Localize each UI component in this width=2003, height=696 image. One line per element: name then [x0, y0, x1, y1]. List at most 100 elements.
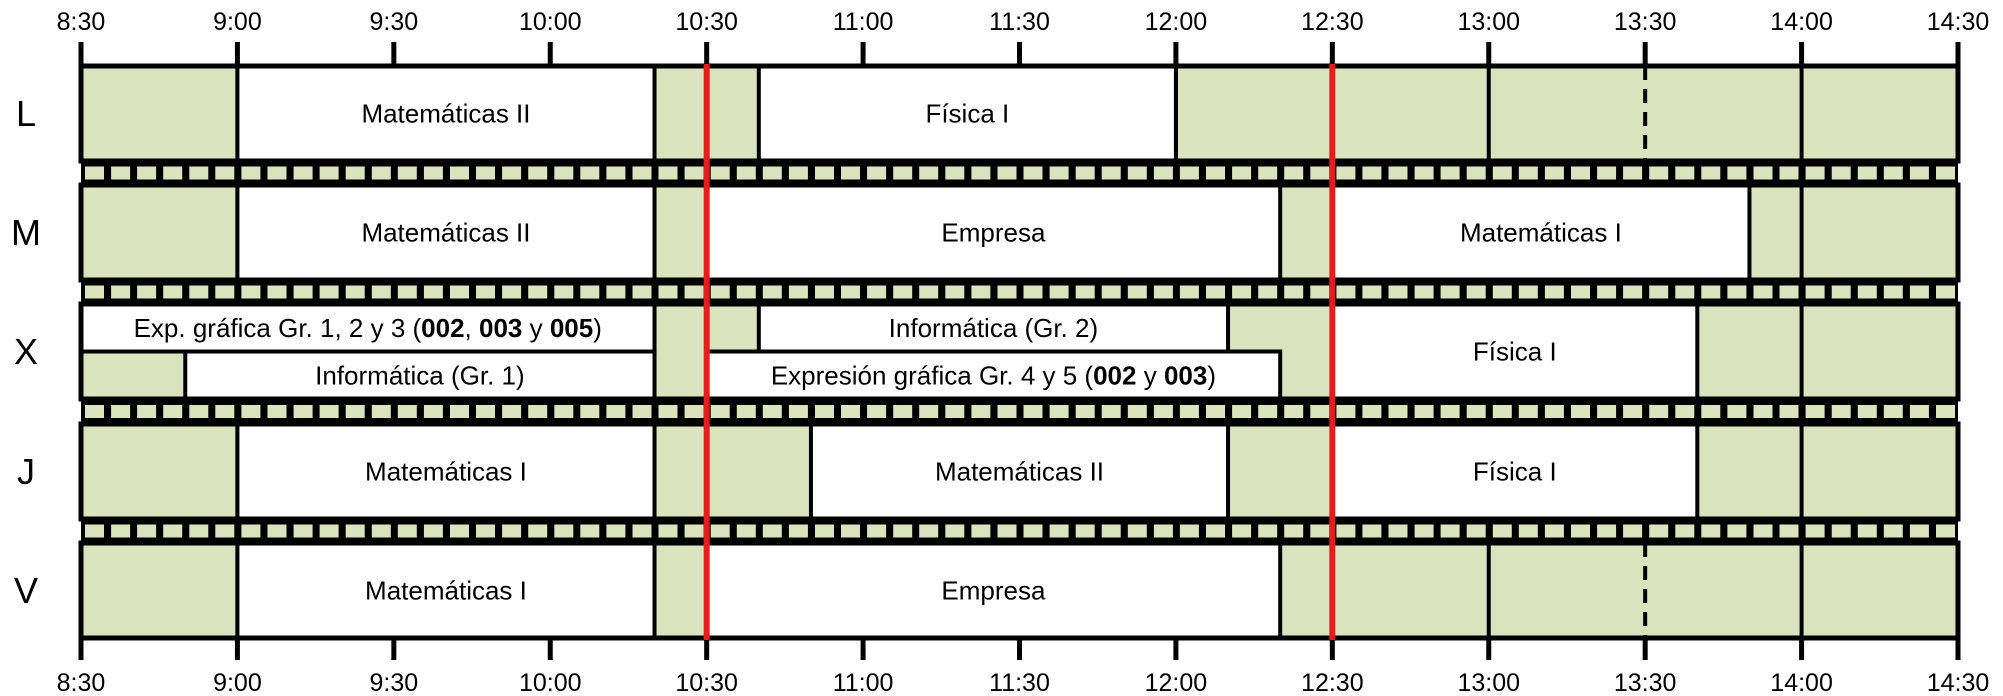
break-strip-cell — [1571, 405, 1590, 418]
break-strip-cell — [1206, 285, 1225, 299]
break-strip-cell — [1310, 405, 1330, 418]
break-strip-cell — [163, 524, 183, 538]
break-strip-cell — [1310, 524, 1330, 538]
break-strip-cell — [1492, 166, 1512, 180]
break-strip-cell — [1258, 524, 1278, 538]
break-strip-cell — [1414, 405, 1434, 418]
break-strip-cell — [476, 285, 495, 299]
class-name: Exp. gráfica Gr. 1, 2 y 3 (002, 003 y 00… — [134, 313, 602, 343]
break-strip-cell — [1206, 166, 1225, 180]
class-block — [235, 183, 657, 282]
class-name: Física I — [925, 99, 1009, 129]
break-strip-cell — [1127, 524, 1147, 538]
break-strip-cell — [345, 524, 365, 538]
break-strip-cell — [684, 405, 704, 418]
class-name: Empresa — [941, 218, 1046, 248]
break-strip-cell — [1805, 405, 1825, 418]
break-strip-cell — [1414, 285, 1434, 299]
break-strip-cell — [606, 405, 626, 418]
class-block — [756, 64, 1178, 163]
break-strip-cell — [710, 166, 730, 180]
break-strip-cell — [293, 524, 313, 538]
break-strip-cell — [1701, 285, 1721, 299]
break-strip-cell — [1075, 524, 1095, 538]
break-strip-cell — [1623, 166, 1643, 180]
break-strip-cell — [632, 285, 652, 299]
break-strip-cell — [397, 166, 417, 180]
break-strip-cell — [137, 405, 157, 418]
break-strip-cell — [423, 524, 443, 538]
break-strip-cell — [997, 405, 1017, 418]
axis-tick-label: 14:30 — [1927, 669, 1990, 696]
break-strip-cell — [1544, 285, 1564, 299]
break-strip-cell — [1153, 166, 1173, 180]
break-strip-cell — [215, 524, 235, 538]
break-strip-cell — [606, 166, 626, 180]
break-strip-cell — [658, 524, 678, 538]
break-strip-cell — [762, 524, 782, 538]
class-name: Informática (Gr. 1) — [315, 360, 525, 390]
break-strip-cell — [502, 166, 522, 180]
break-strip-cell — [1883, 166, 1903, 180]
break-strip-cell — [476, 166, 495, 180]
break-strip-cell — [997, 166, 1017, 180]
break-strip-cell — [528, 166, 548, 180]
axis-tick-label: 13:30 — [1614, 8, 1677, 36]
break-strip-cell — [189, 405, 209, 418]
break-strip-cell — [1388, 166, 1408, 180]
class-name-part: , — [465, 313, 479, 343]
break-strip-cell — [423, 405, 443, 418]
break-strip-cell — [1179, 405, 1199, 418]
break-strip-cell — [554, 524, 574, 538]
break-strip-cell — [1232, 166, 1252, 180]
break-strip-cell — [1258, 166, 1278, 180]
break-strip-cell — [736, 524, 756, 538]
break-strip-cell — [1753, 524, 1773, 538]
break-strip-cell — [658, 405, 678, 418]
break-strip-cell — [371, 405, 391, 418]
day-frame — [78, 540, 1961, 641]
day-frame — [78, 301, 1961, 402]
class-name-part: ) — [1207, 360, 1216, 390]
break-strip-cell — [1544, 524, 1564, 538]
break-strip-cell — [85, 524, 104, 538]
break-strip-cell — [267, 524, 287, 538]
axis-tick-label: 12:30 — [1301, 8, 1364, 36]
break-strip-cell — [606, 285, 626, 299]
break-strip-cell — [684, 285, 704, 299]
break-strip — [81, 399, 1958, 424]
break-strip-cell — [267, 285, 287, 299]
break-strip-cell — [1701, 166, 1721, 180]
break-strip-cell — [1310, 285, 1330, 299]
class-name: Física I — [1473, 337, 1557, 367]
break-strip-cell — [1023, 524, 1043, 538]
break-strip-cell — [1466, 166, 1486, 180]
break-strip-cell — [658, 166, 678, 180]
break-strip-cell — [606, 524, 626, 538]
break-strip-cell — [1075, 405, 1095, 418]
break-strip-cell — [215, 285, 235, 299]
break-strip — [81, 519, 1958, 543]
break-strip-cell — [111, 285, 131, 299]
break-strip-cell — [163, 405, 183, 418]
break-strip-cell — [267, 166, 287, 180]
break-strip-cell — [945, 405, 965, 418]
break-strip-cell — [1805, 166, 1825, 180]
break-strip-cell — [893, 405, 913, 418]
break-strip-cell — [1179, 524, 1199, 538]
break-strip-cell — [1023, 166, 1043, 180]
break-strip-cell — [1936, 285, 1955, 299]
break-strip-cell — [1831, 285, 1851, 299]
break-strip-cell — [85, 285, 104, 299]
break-strip-cell — [1649, 405, 1669, 418]
classroom-number: 005 — [550, 313, 593, 343]
class-name: Expresión gráfica Gr. 4 y 5 (002 y 003) — [771, 360, 1216, 390]
break-strip-cell — [1127, 405, 1147, 418]
class-name-part: Exp. gráfica Gr. 1, 2 y 3 ( — [134, 313, 422, 343]
break-strip-cell — [762, 405, 782, 418]
class-name-part: Expresión gráfica Gr. 4 y 5 ( — [771, 360, 1094, 390]
break-strip-cell — [1805, 285, 1825, 299]
axis-tick-label: 12:30 — [1301, 669, 1364, 696]
day-label: L — [16, 93, 36, 134]
